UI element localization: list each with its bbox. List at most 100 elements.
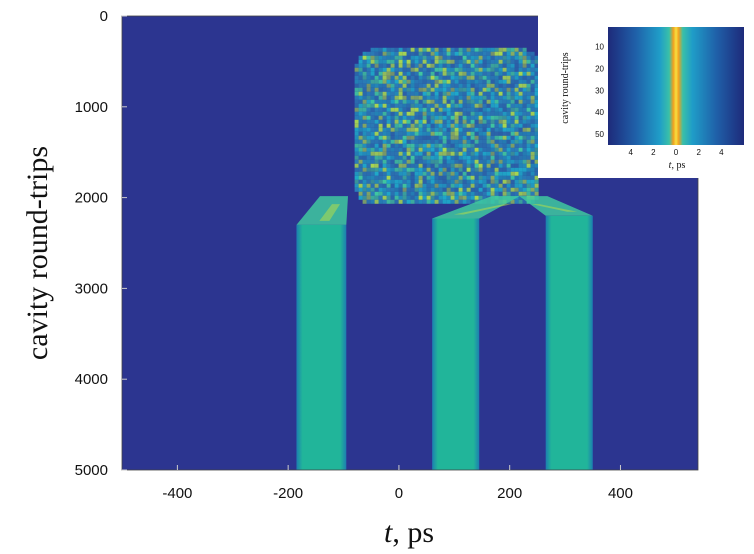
noise-cell xyxy=(406,179,411,184)
noise-cell xyxy=(442,87,447,92)
noise-cell xyxy=(462,51,467,56)
noise-cell xyxy=(446,75,451,80)
noise-cell xyxy=(486,167,491,172)
noise-cell xyxy=(370,47,375,52)
noise-cell xyxy=(522,79,527,84)
noise-cell xyxy=(502,103,507,108)
noise-cell xyxy=(362,159,367,164)
noise-cell xyxy=(474,55,479,60)
noise-cell xyxy=(374,51,379,56)
noise-cell xyxy=(430,59,435,64)
noise-cell xyxy=(454,119,459,124)
noise-cell xyxy=(514,131,519,136)
noise-cell xyxy=(526,123,531,128)
noise-cell xyxy=(486,83,491,88)
noise-cell xyxy=(414,175,419,180)
noise-cell xyxy=(394,195,399,200)
noise-cell xyxy=(494,71,499,76)
noise-cell xyxy=(394,119,399,124)
noise-cell xyxy=(442,51,447,56)
noise-cell xyxy=(470,111,475,116)
noise-cell xyxy=(458,175,463,180)
noise-cell xyxy=(514,139,519,144)
noise-cell xyxy=(402,139,407,144)
noise-cell xyxy=(534,59,539,64)
noise-cell xyxy=(410,183,415,188)
noise-cell xyxy=(370,135,375,140)
noise-cell xyxy=(422,119,427,124)
noise-cell xyxy=(374,171,379,176)
noise-cell xyxy=(494,83,499,88)
noise-cell xyxy=(418,119,423,124)
noise-cell xyxy=(458,99,463,104)
noise-cell xyxy=(506,95,511,100)
x-tick-label: 400 xyxy=(608,485,633,502)
noise-cell xyxy=(410,63,415,68)
noise-cell xyxy=(534,159,539,164)
noise-cell xyxy=(462,171,467,176)
noise-cell xyxy=(402,103,407,108)
noise-cell xyxy=(510,151,515,156)
noise-cell xyxy=(378,191,383,196)
noise-cell xyxy=(482,183,487,188)
noise-cell xyxy=(358,143,363,148)
noise-cell xyxy=(378,147,383,152)
noise-cell xyxy=(426,163,431,168)
noise-cell xyxy=(398,139,403,144)
noise-cell xyxy=(526,83,531,88)
noise-cell xyxy=(434,115,439,120)
noise-cell xyxy=(438,159,443,164)
noise-cell xyxy=(526,171,531,176)
noise-cell xyxy=(438,127,443,132)
noise-cell xyxy=(426,155,431,160)
noise-cell xyxy=(498,111,503,116)
noise-cell xyxy=(450,71,455,76)
noise-cell xyxy=(390,135,395,140)
noise-cell xyxy=(430,63,435,68)
noise-cell xyxy=(402,55,407,60)
noise-cell xyxy=(438,175,443,180)
noise-cell xyxy=(462,195,467,200)
noise-cell xyxy=(422,123,427,128)
noise-cell xyxy=(494,131,499,136)
noise-cell xyxy=(430,159,435,164)
noise-cell xyxy=(510,175,515,180)
noise-cell xyxy=(422,155,427,160)
noise-cell xyxy=(398,175,403,180)
noise-cell xyxy=(386,123,391,128)
noise-cell xyxy=(418,111,423,116)
noise-cell xyxy=(446,151,451,156)
noise-cell xyxy=(518,103,523,108)
noise-cell xyxy=(462,47,467,52)
noise-cell xyxy=(442,79,447,84)
noise-cell xyxy=(470,83,475,88)
noise-cell xyxy=(490,179,495,184)
noise-cell xyxy=(498,159,503,164)
noise-cell xyxy=(446,191,451,196)
noise-cell xyxy=(362,83,367,88)
noise-cell xyxy=(438,147,443,152)
noise-cell xyxy=(402,67,407,72)
noise-cell xyxy=(398,55,403,60)
noise-cell xyxy=(398,163,403,168)
noise-cell xyxy=(382,195,387,200)
noise-cell xyxy=(374,143,379,148)
noise-cell xyxy=(418,139,423,144)
noise-cell xyxy=(370,139,375,144)
noise-cell xyxy=(378,179,383,184)
noise-cell xyxy=(522,99,527,104)
noise-cell xyxy=(482,103,487,108)
noise-cell xyxy=(450,107,455,112)
noise-cell xyxy=(394,115,399,120)
noise-cell xyxy=(370,71,375,76)
noise-cell xyxy=(418,195,423,200)
noise-cell xyxy=(482,191,487,196)
noise-cell xyxy=(474,147,479,152)
noise-cell xyxy=(506,139,511,144)
noise-cell xyxy=(398,167,403,172)
noise-cell xyxy=(458,131,463,136)
noise-cell xyxy=(470,127,475,132)
noise-cell xyxy=(438,63,443,68)
